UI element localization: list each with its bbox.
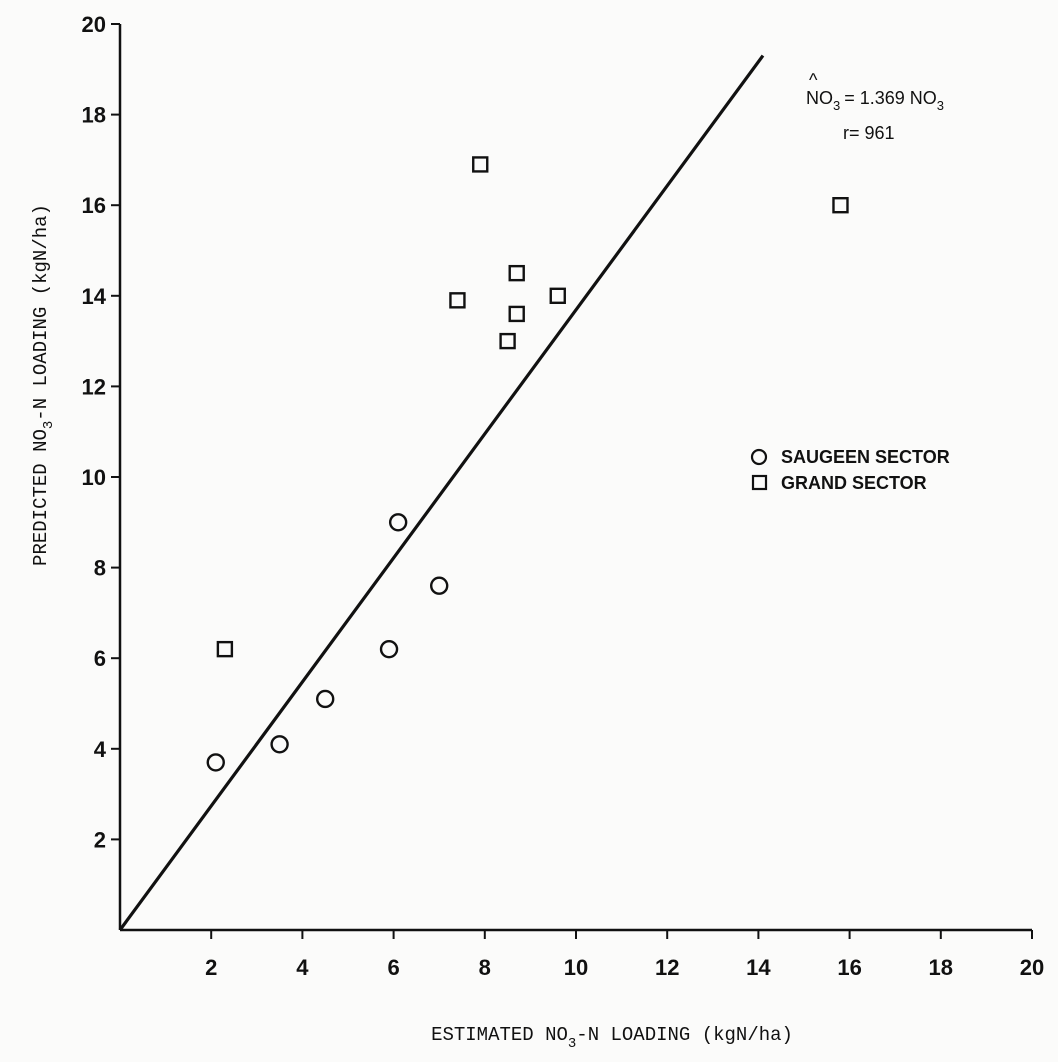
grand-point [832, 196, 849, 214]
legend: SAUGEEN SECTOR GRAND SECTOR [750, 447, 950, 493]
data-points [206, 156, 849, 772]
x-tick-label: 2 [205, 955, 217, 980]
saugeen-point [379, 639, 399, 659]
x-tick-label: 10 [564, 955, 588, 980]
saugeen-point [388, 513, 408, 532]
y-tick-label: 8 [94, 556, 106, 581]
x-tick-label: 18 [929, 955, 953, 980]
legend-label-saugeen: SAUGEEN SECTOR [781, 447, 950, 467]
ticks: 2 4 6 8 10 12 14 16 18 20 2 4 6 8 10 12 14 16 18 20 [82, 12, 1045, 980]
y-tick-label: 20 [82, 12, 106, 37]
legend-circle-marker [750, 448, 768, 466]
grand-point [549, 287, 566, 304]
grand-point [508, 264, 525, 282]
saugeen-point [270, 735, 289, 754]
regression-annotation: ^ NO3 = 1.369 NO3 r= 961 [806, 70, 944, 143]
x-tick-label: 4 [296, 955, 309, 980]
saugeen-point [316, 689, 335, 709]
grand-point [508, 305, 525, 323]
x-tick-label: 16 [837, 955, 861, 980]
x-tick-label: 6 [387, 955, 399, 980]
regression-line [118, 54, 765, 931]
grand-point [472, 156, 489, 173]
saugeen-point [206, 753, 225, 772]
y-tick-label: 12 [82, 374, 106, 399]
regression-equation: NO3 = 1.369 NO3 [806, 88, 944, 113]
legend-square-marker [751, 474, 768, 491]
x-tick-label: 20 [1020, 955, 1044, 980]
equation-hat: ^ [809, 70, 818, 90]
y-tick-label: 10 [82, 465, 106, 490]
x-tick-label: 12 [655, 955, 679, 980]
y-tick-label: 4 [94, 737, 107, 762]
grand-point [216, 640, 234, 658]
y-tick-label: 2 [94, 827, 106, 852]
regression-line-group [118, 54, 765, 931]
legend-label-grand: GRAND SECTOR [781, 473, 927, 493]
y-tick-label: 14 [82, 284, 107, 309]
x-axis-title: ESTIMATED NO3-N LOADING (kgN/ha) [431, 1024, 793, 1052]
y-tick-label: 18 [82, 103, 106, 128]
y-axis-title: PREDICTED NO3-N LOADING (kgN/ha) [30, 204, 57, 566]
correlation-r: r= 961 [843, 123, 895, 143]
x-tick-label: 8 [479, 955, 491, 980]
y-tick-label: 6 [94, 646, 106, 671]
grand-point [449, 292, 466, 309]
saugeen-point [430, 576, 449, 595]
x-tick-label: 14 [746, 955, 771, 980]
y-tick-label: 16 [82, 193, 106, 218]
grand-point [499, 332, 516, 350]
